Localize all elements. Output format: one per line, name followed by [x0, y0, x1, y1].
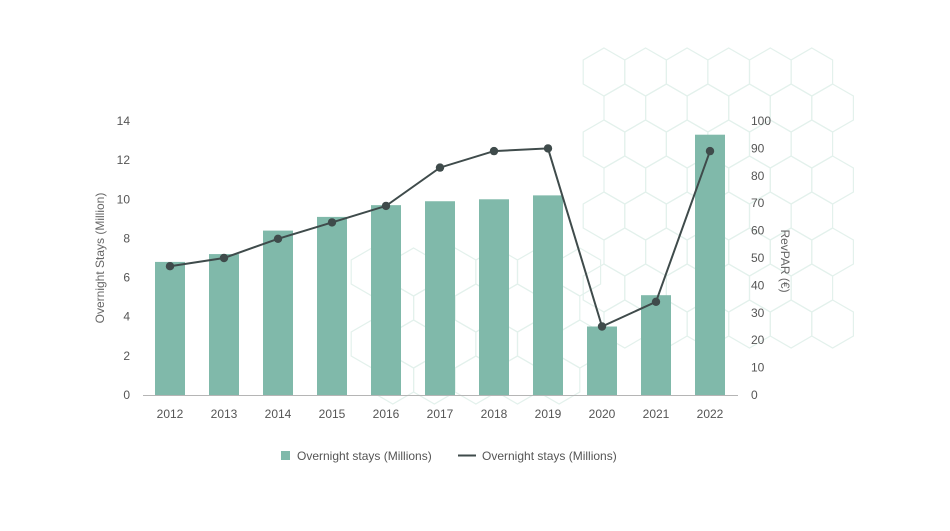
- axes-group: 2012 2013 2014 2015 2016 2017 2018 2019 2020 2021…: [117, 114, 772, 421]
- bar-2018: [479, 199, 509, 395]
- hexagon-12: [582, 119, 626, 169]
- y2-tick-label-100: 100: [751, 114, 771, 128]
- hexagon-7: [644, 83, 688, 133]
- hexagon-3: [707, 47, 751, 97]
- legend: Overnight stays (Millions) Overnight sta…: [281, 449, 617, 463]
- y-tick-label-6: 6: [123, 271, 130, 285]
- hexagon-6: [603, 83, 647, 133]
- hexagon-47: [811, 299, 855, 349]
- hexagon-46: [769, 299, 813, 349]
- hexagon-29: [790, 191, 834, 241]
- hexagon-1: [624, 47, 668, 97]
- hexagon-10: [769, 83, 813, 133]
- y2-tick-label-50: 50: [751, 251, 765, 265]
- bar-2019: [533, 195, 563, 395]
- x-tick-label-2022: 2022: [697, 407, 724, 421]
- hexagon-25: [624, 191, 668, 241]
- line-point-2016: [381, 201, 391, 211]
- x-tick-label-2021: 2021: [643, 407, 670, 421]
- bar-2021: [641, 295, 671, 395]
- line-point-2020: [597, 322, 607, 331]
- x-tick-label-2013: 2013: [211, 407, 238, 421]
- hexagon-18: [603, 155, 647, 205]
- hexagon-4: [748, 47, 792, 97]
- y2-tick-label-10: 10: [751, 361, 765, 375]
- hexagon-41: [790, 263, 834, 313]
- bar-2012: [155, 261, 185, 395]
- hexagon-11: [811, 83, 855, 133]
- x-tick-label-2020: 2020: [589, 407, 616, 421]
- bar-2017: [425, 201, 455, 395]
- hexagon-23: [811, 155, 855, 205]
- bar-2020: [587, 326, 617, 395]
- hexagon-24: [582, 191, 626, 241]
- hexagon-8: [686, 83, 730, 133]
- y2-tick-label-60: 60: [751, 224, 765, 238]
- y-tick-label-2: 2: [123, 349, 130, 363]
- y2-tick-label-20: 20: [751, 333, 765, 347]
- y2-axis-title: RevPAR (€): [778, 229, 792, 292]
- y-axis-title: Overnight Stays (Million): [93, 193, 107, 324]
- line-point-2015: [327, 218, 337, 227]
- x-tick-label-2017: 2017: [427, 407, 454, 421]
- hexagon-2: [665, 47, 709, 97]
- line-point-2012: [165, 262, 175, 271]
- y-tick-label-4: 4: [123, 310, 130, 324]
- bar-2014: [263, 230, 293, 395]
- y2-tick-label-40: 40: [751, 278, 765, 292]
- x-tick-label-2018: 2018: [481, 407, 508, 421]
- bar-2016: [371, 205, 401, 395]
- x-tick-label-2016: 2016: [373, 407, 400, 421]
- y-tick-label-8: 8: [123, 231, 130, 245]
- line-point-2013: [219, 253, 229, 263]
- hexagon-19: [644, 155, 688, 205]
- y2-tick-label-0: 0: [751, 388, 758, 402]
- hexagon-30: [603, 227, 647, 277]
- line-point-2019: [543, 144, 553, 153]
- y2-tick-label-30: 30: [751, 306, 765, 320]
- hexagon-0: [582, 47, 626, 97]
- line-point-2014: [273, 234, 283, 243]
- line-series-group: [165, 144, 715, 331]
- legend-line-label: Overnight stays (Millions): [482, 449, 617, 463]
- line-point-2022: [705, 146, 715, 156]
- legend-bar-label: Overnight stays (Millions): [297, 449, 432, 463]
- y-tick-label-0: 0: [123, 388, 130, 402]
- hexagon-17: [790, 119, 834, 169]
- hexagon-35: [811, 227, 855, 277]
- bars-group: [155, 134, 725, 395]
- y2-tick-label-90: 90: [751, 141, 765, 155]
- hexagon-22: [769, 155, 813, 205]
- x-tick-label-2019: 2019: [535, 407, 562, 421]
- x-tick-label-2012: 2012: [157, 407, 184, 421]
- bar-2015: [317, 216, 347, 395]
- hexagon-5: [790, 47, 834, 97]
- x-tick-label-2014: 2014: [265, 407, 292, 421]
- legend-bar-swatch: [281, 451, 290, 460]
- line-point-2021: [651, 297, 661, 306]
- y-tick-label-14: 14: [117, 114, 131, 128]
- bar-2013: [209, 254, 239, 395]
- y-tick-label-12: 12: [117, 153, 131, 167]
- line-point-2018: [489, 146, 499, 156]
- y2-tick-label-70: 70: [751, 196, 765, 210]
- y-tick-label-10: 10: [117, 192, 131, 206]
- x-tick-label-2015: 2015: [319, 407, 346, 421]
- line-point-2017: [435, 163, 445, 172]
- hexagon-13: [624, 119, 668, 169]
- y2-tick-label-80: 80: [751, 169, 765, 183]
- bar-2022: [695, 134, 725, 395]
